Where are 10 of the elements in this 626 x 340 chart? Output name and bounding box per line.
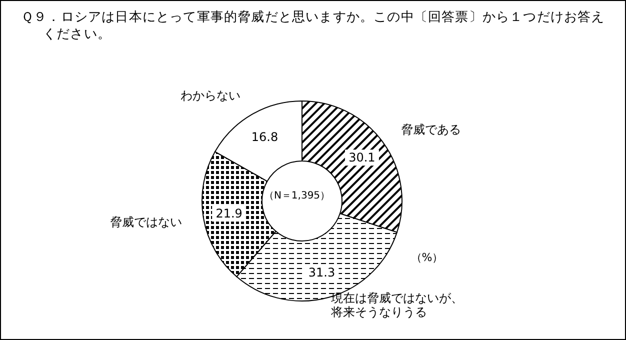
data-label: 31.3 <box>308 265 336 280</box>
text: （%） <box>410 251 444 264</box>
data-label: 21.9 <box>216 206 242 221</box>
data-label: 30.1 <box>348 150 376 165</box>
slice-label: わからない <box>180 88 241 103</box>
data-label: 16.8 <box>251 130 278 144</box>
slice-label: 脅威ではない <box>110 214 182 229</box>
slice-label: 脅威である <box>400 122 461 137</box>
text: （N＝1,395） <box>264 190 330 202</box>
chart-title: Ｑ９．ロシアは日本にとって軍事的脅威だと思いますか。この中〔回答票〕から１つだけお答えください。 <box>21 9 606 43</box>
